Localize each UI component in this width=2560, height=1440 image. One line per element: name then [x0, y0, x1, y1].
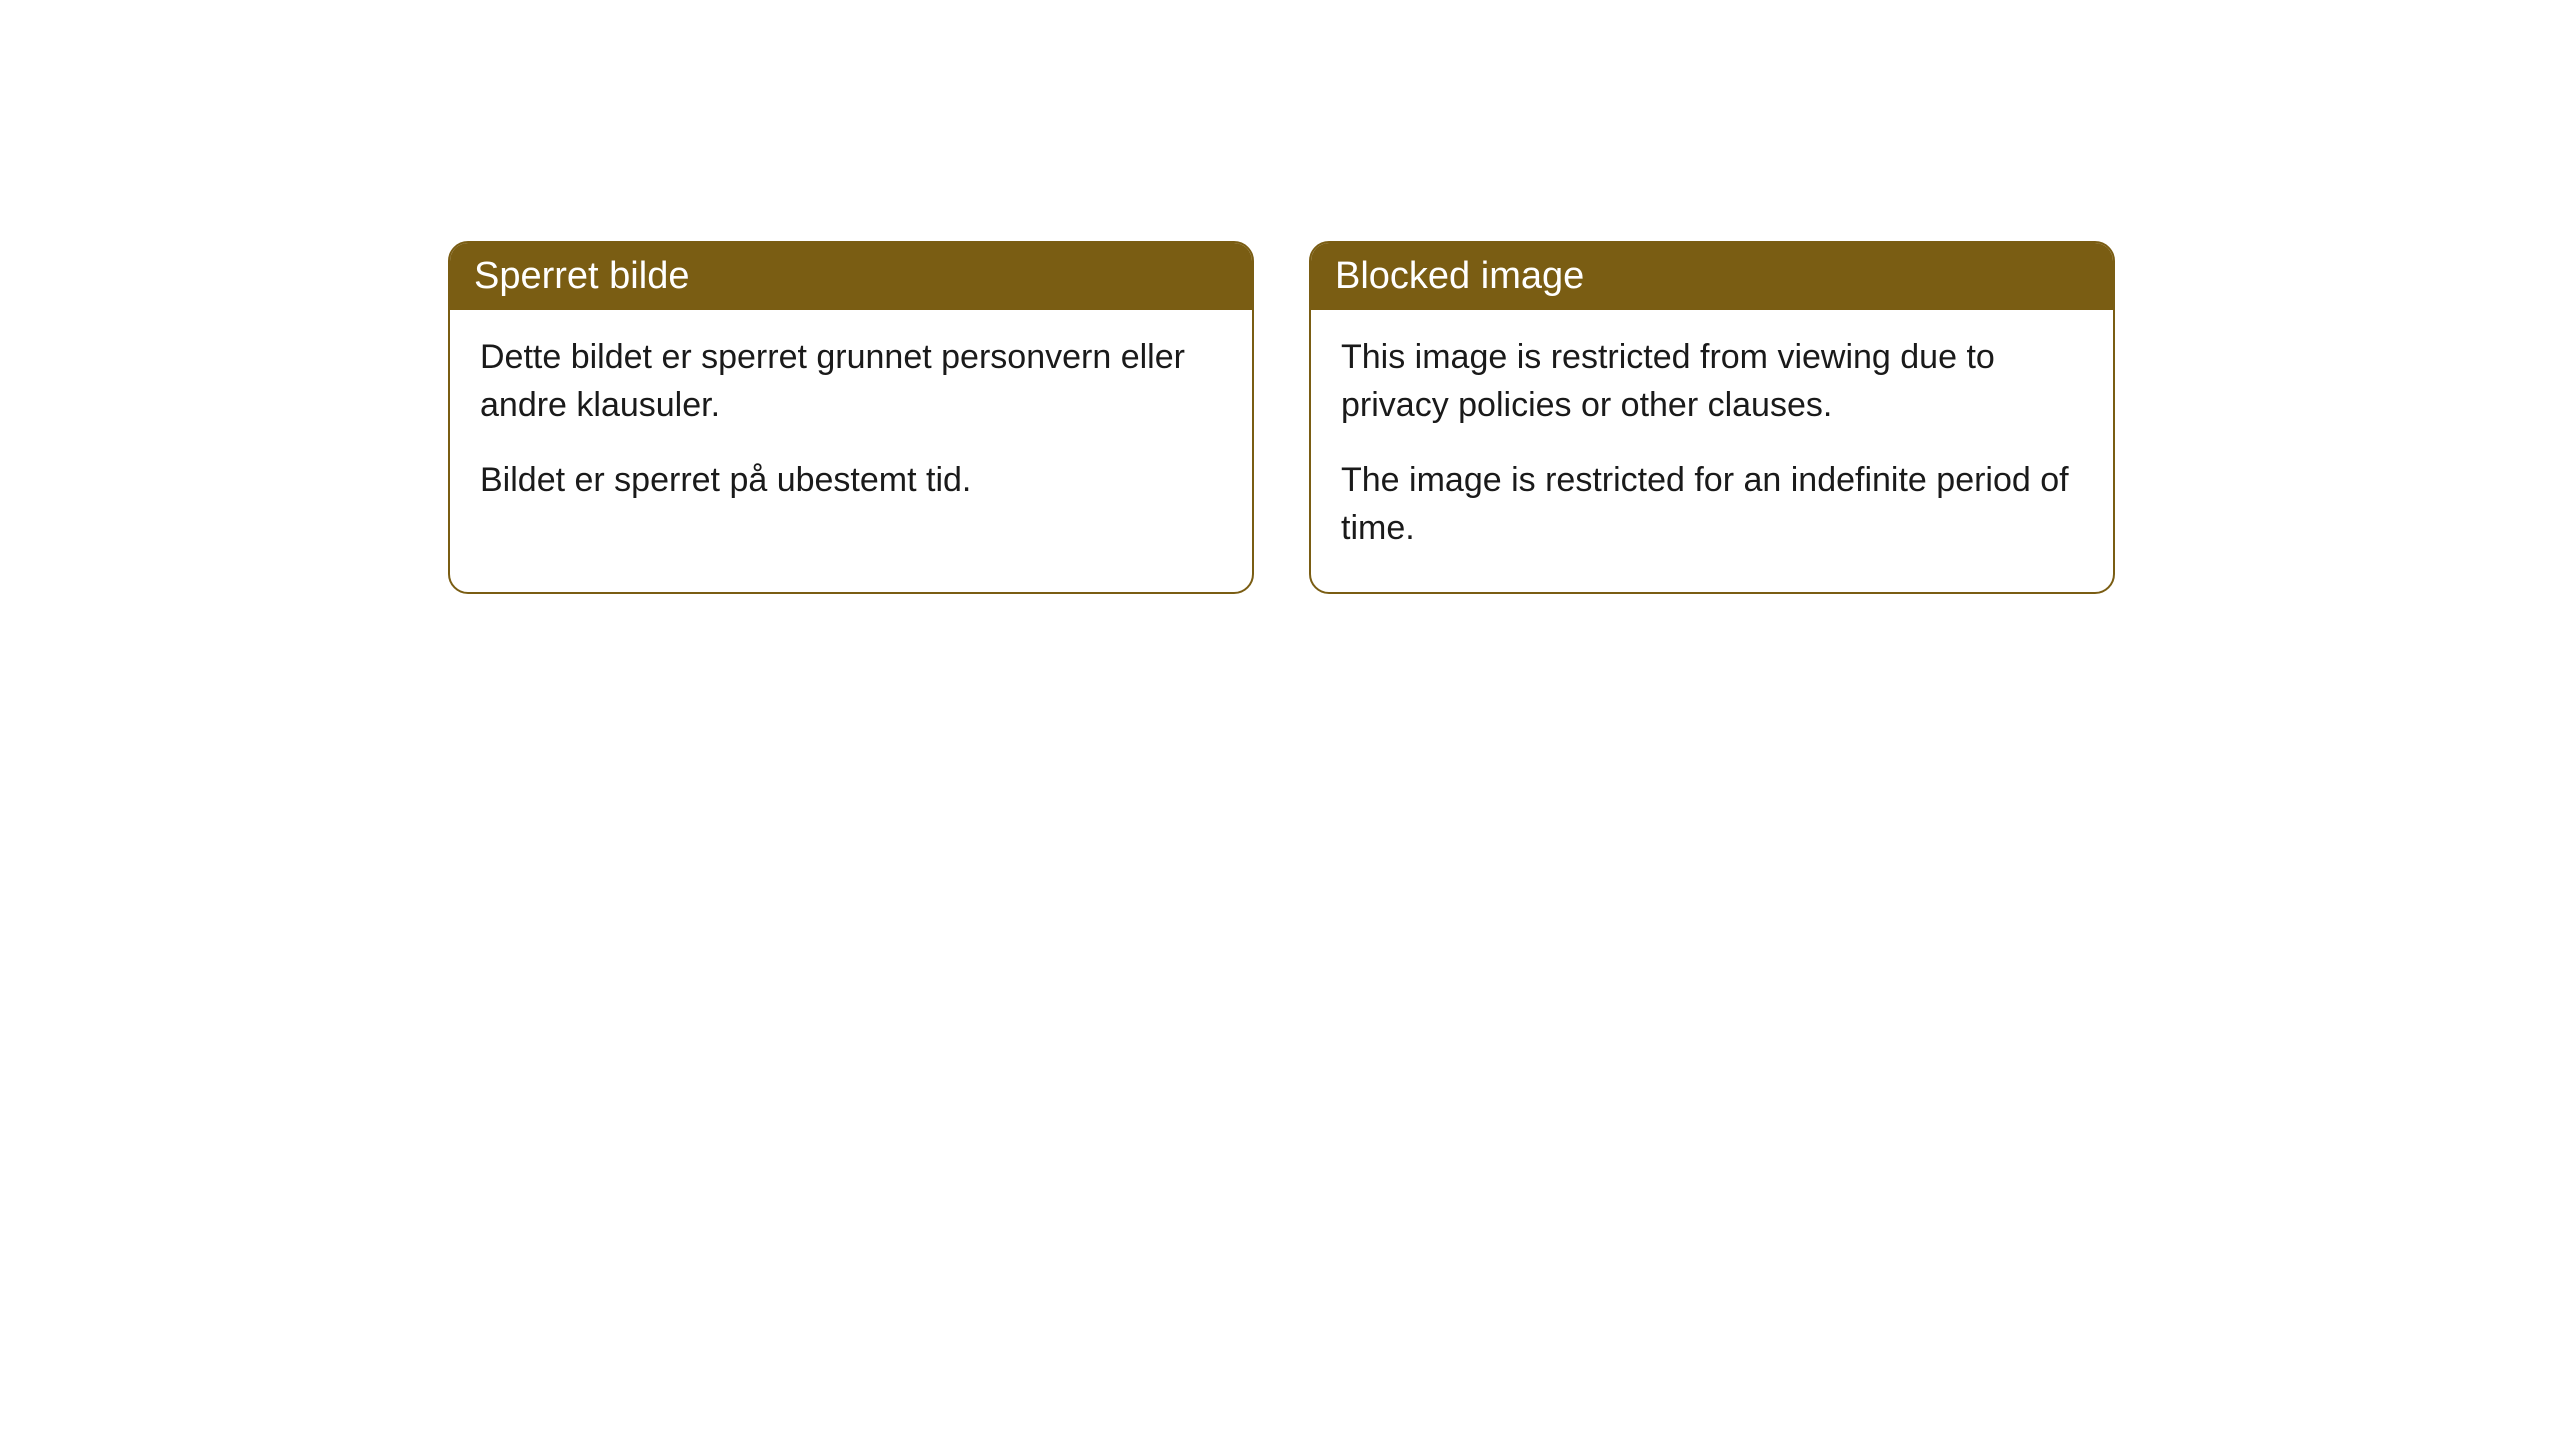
card-para1-norwegian: Dette bildet er sperret grunnet personve…	[480, 334, 1222, 429]
card-title-english: Blocked image	[1335, 255, 1584, 297]
cards-container: Sperret bilde Dette bildet er sperret gr…	[448, 241, 2115, 594]
card-para2-norwegian: Bildet er sperret på ubestemt tid.	[480, 457, 1222, 505]
card-title-norwegian: Sperret bilde	[474, 255, 689, 297]
card-body-english: This image is restricted from viewing du…	[1311, 310, 2113, 592]
card-para2-english: The image is restricted for an indefinit…	[1341, 457, 2083, 552]
card-header-norwegian: Sperret bilde	[450, 243, 1252, 310]
blocked-image-card-english: Blocked image This image is restricted f…	[1309, 241, 2115, 594]
blocked-image-card-norwegian: Sperret bilde Dette bildet er sperret gr…	[448, 241, 1254, 594]
card-header-english: Blocked image	[1311, 243, 2113, 310]
card-para1-english: This image is restricted from viewing du…	[1341, 334, 2083, 429]
card-body-norwegian: Dette bildet er sperret grunnet personve…	[450, 310, 1252, 545]
